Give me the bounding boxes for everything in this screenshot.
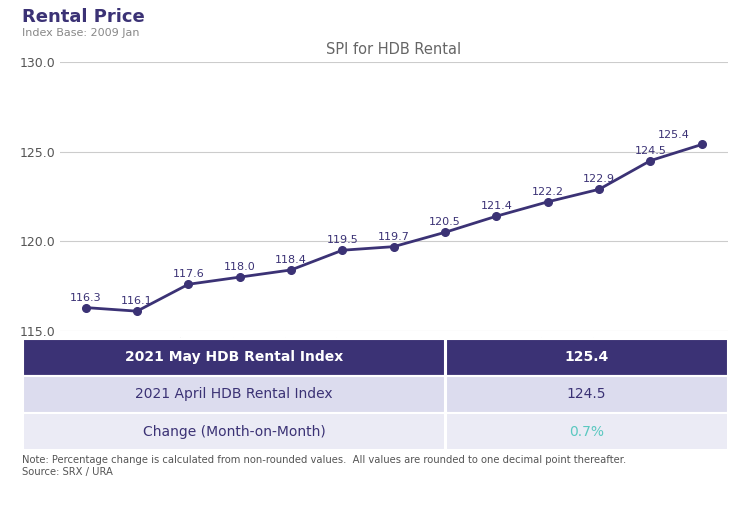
Text: 116.3: 116.3 xyxy=(70,293,101,303)
Text: 119.7: 119.7 xyxy=(378,232,410,242)
Text: 116.1: 116.1 xyxy=(122,296,153,307)
Text: 121.4: 121.4 xyxy=(481,201,512,211)
Text: 118.0: 118.0 xyxy=(224,262,256,272)
Text: 124.5: 124.5 xyxy=(634,146,667,156)
Text: Rental Price: Rental Price xyxy=(22,8,146,26)
Text: 124.5: 124.5 xyxy=(567,387,606,402)
Text: 2021 April HDB Rental Index: 2021 April HDB Rental Index xyxy=(135,387,333,402)
Text: Note: Percentage change is calculated from non-rounded values.  All values are r: Note: Percentage change is calculated fr… xyxy=(22,455,627,477)
Text: 119.5: 119.5 xyxy=(326,235,358,246)
Text: 118.4: 118.4 xyxy=(275,255,307,265)
Text: 125.4: 125.4 xyxy=(658,130,689,140)
Text: 2021 May HDB Rental Index: 2021 May HDB Rental Index xyxy=(124,350,343,364)
Title: SPI for HDB Rental: SPI for HDB Rental xyxy=(326,42,461,57)
Text: 117.6: 117.6 xyxy=(172,269,204,280)
Text: 122.9: 122.9 xyxy=(584,174,615,185)
Text: 122.2: 122.2 xyxy=(532,187,564,197)
Text: Index Base: 2009 Jan: Index Base: 2009 Jan xyxy=(22,28,140,38)
Text: 120.5: 120.5 xyxy=(429,218,461,227)
Text: 0.7%: 0.7% xyxy=(569,424,604,439)
Text: Change (Month-on-Month): Change (Month-on-Month) xyxy=(142,424,326,439)
Text: 125.4: 125.4 xyxy=(564,350,609,364)
